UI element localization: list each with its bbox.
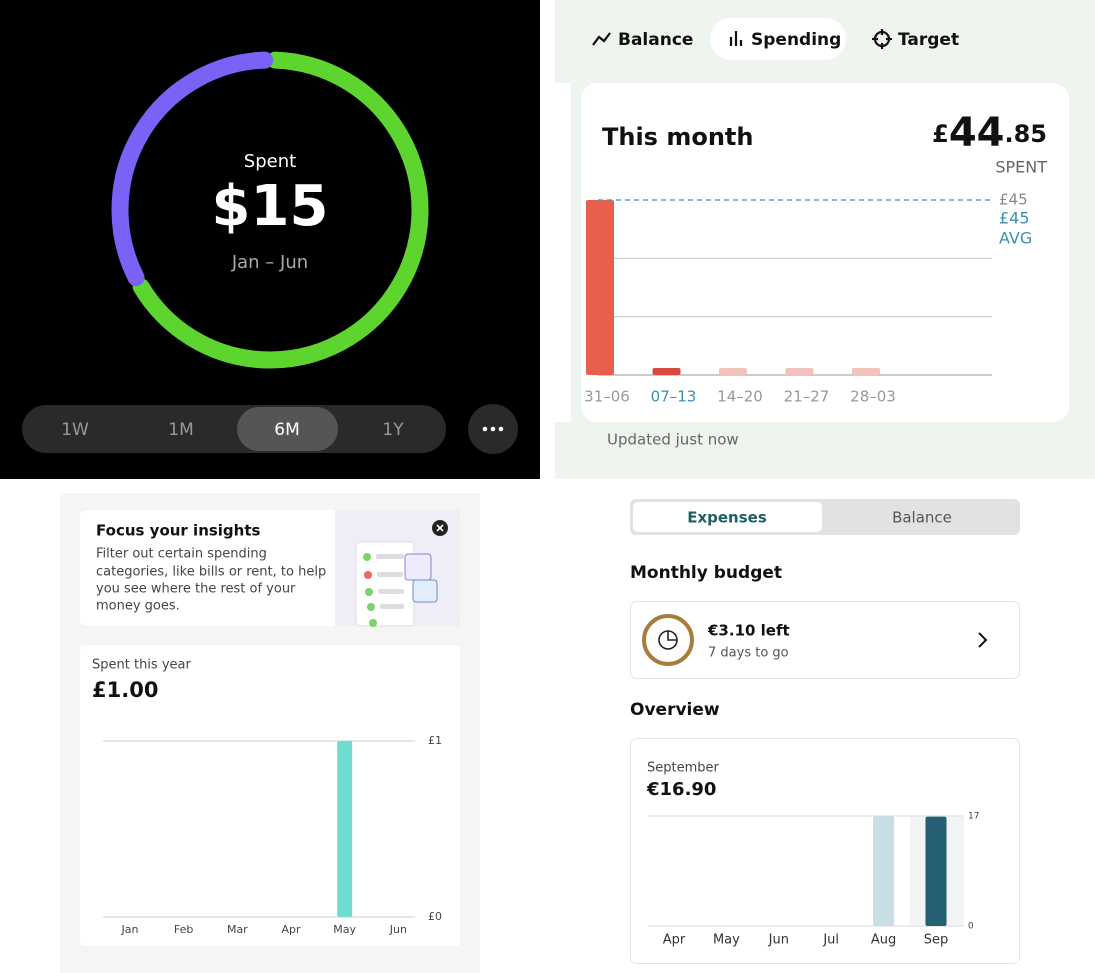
insight-line: categories, like bills or rent, to help <box>96 565 326 580</box>
budget-left: €3.10 left <box>707 622 790 640</box>
donut-period: Jan – Jun <box>231 252 308 273</box>
y-tick-label: £0 <box>428 910 442 923</box>
chart-title: Spent this year <box>92 658 191 673</box>
x-tick-label: May <box>333 923 356 936</box>
y-tick-label: £1 <box>428 734 442 747</box>
segment[interactable]: Balance <box>892 509 952 527</box>
insight-line: Filter out certain spending <box>96 547 267 562</box>
updated: Updated just now <box>607 431 739 449</box>
x-tick-label: Jul <box>822 933 839 948</box>
x-tick-label: Aug <box>871 933 896 948</box>
amount-currency: £ <box>932 120 949 148</box>
bar <box>652 368 681 375</box>
x-tick-label: 21–27 <box>784 388 830 406</box>
dark-panel <box>0 0 540 479</box>
tab-icons <box>592 29 892 49</box>
budget-icon <box>658 630 678 650</box>
x-tick-label: Jun <box>389 923 407 936</box>
tab[interactable]: Spending <box>751 30 841 50</box>
x-tick-label: Feb <box>174 923 193 936</box>
donut-segment <box>132 51 429 369</box>
card <box>581 83 1069 422</box>
range-bar <box>22 405 446 453</box>
range-tab[interactable]: 1Y <box>382 420 404 440</box>
close-icon <box>436 524 444 532</box>
section-heading: Overview <box>630 700 720 720</box>
more-icon <box>482 426 504 432</box>
x-tick-label: Jan <box>121 923 139 936</box>
insight-title: Focus your insights <box>96 522 261 540</box>
x-tick-label: Sep <box>924 933 949 948</box>
x-tick-label: 28–03 <box>850 388 896 406</box>
card-title: This month <box>602 123 753 151</box>
bar <box>925 816 947 926</box>
insight-illustration <box>355 541 438 627</box>
budget-days: 7 days to go <box>708 646 789 661</box>
prev-card <box>555 83 571 422</box>
tab[interactable]: Target <box>898 30 959 50</box>
chevron <box>978 632 988 648</box>
amount-fraction: .85 <box>1004 120 1047 148</box>
bar <box>337 741 353 917</box>
chart-amount: €16.90 <box>646 779 716 800</box>
range-tab[interactable]: 1M <box>168 420 193 440</box>
insight-line: money goes. <box>96 599 180 614</box>
x-tick-label: Apr <box>663 933 686 948</box>
x-tick-label: Jun <box>768 933 789 948</box>
section-heading: Monthly budget <box>630 563 782 583</box>
chart-amount: £1.00 <box>92 678 158 702</box>
insight-line: you see where the rest of your <box>96 582 296 597</box>
range-tabs: 1W 1M 6M 1Y <box>61 407 404 451</box>
donut-label: Spent <box>244 151 296 172</box>
donut-segment <box>111 51 274 287</box>
chart-card <box>80 645 460 946</box>
budget-card[interactable] <box>630 601 1020 679</box>
y-tick-label: 17 <box>968 812 979 822</box>
amount-whole: 44 <box>949 110 1005 156</box>
bar <box>719 368 747 375</box>
x-tick-label: 31–06 <box>584 388 630 406</box>
x-tick-label: 07–13 <box>651 388 697 406</box>
tab[interactable]: Balance <box>618 30 693 50</box>
avg-label: £45 <box>999 209 1030 228</box>
donut-total: $15 <box>212 174 329 239</box>
bar <box>873 816 895 926</box>
amount: £44.85 <box>932 110 1047 156</box>
budget-ring <box>642 614 694 666</box>
x-tick-label: Apr <box>281 923 301 936</box>
range-tab[interactable]: 1W <box>61 420 89 440</box>
bar <box>852 368 880 375</box>
segment[interactable]: Expenses <box>687 509 767 527</box>
range-selected <box>237 407 338 451</box>
tab-pill <box>710 18 846 60</box>
y-tick-label: £45 <box>999 191 1028 209</box>
segment-selected <box>633 502 822 532</box>
y-tick-label: 0 <box>968 922 974 932</box>
range-tab[interactable]: 6M <box>274 420 299 440</box>
bar <box>586 200 614 375</box>
x-tick-label: May <box>713 933 740 948</box>
x-tick-label: 14–20 <box>717 388 763 406</box>
avg-text: AVG <box>999 229 1032 248</box>
bar <box>785 368 814 375</box>
amount-caption: SPENT <box>995 158 1047 177</box>
x-tick-label: Mar <box>227 923 248 936</box>
chart-title: September <box>647 761 720 776</box>
